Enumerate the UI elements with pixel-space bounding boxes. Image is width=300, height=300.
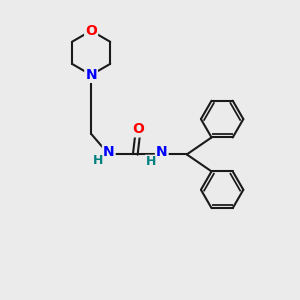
Text: H: H: [146, 155, 156, 168]
Text: H: H: [92, 154, 103, 167]
Text: N: N: [103, 145, 115, 159]
Text: N: N: [156, 145, 168, 159]
Text: N: N: [85, 68, 97, 82]
Text: O: O: [132, 122, 144, 136]
Text: O: O: [85, 24, 97, 38]
